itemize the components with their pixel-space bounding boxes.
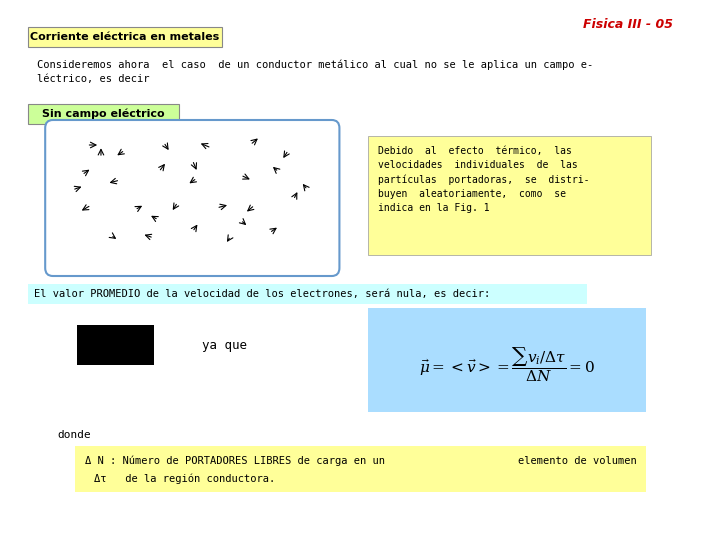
Text: donde: donde — [58, 430, 91, 440]
FancyBboxPatch shape — [28, 104, 179, 124]
Text: Δτ   de la región conductora.: Δτ de la región conductora. — [94, 474, 276, 484]
Text: Corriente eléctrica en metales: Corriente eléctrica en metales — [30, 32, 220, 42]
FancyBboxPatch shape — [75, 446, 646, 492]
Text: Consideremos ahora  el caso  de un conductor metálico al cual no se le aplica un: Consideremos ahora el caso de un conduct… — [37, 60, 593, 84]
FancyBboxPatch shape — [28, 284, 588, 304]
Text: Sin campo eléctrico: Sin campo eléctrico — [42, 109, 165, 119]
Text: El valor PROMEDIO de la velocidad de los electrones, será nula, es decir:: El valor PROMEDIO de la velocidad de los… — [34, 289, 490, 299]
FancyBboxPatch shape — [368, 308, 646, 412]
FancyBboxPatch shape — [368, 136, 651, 255]
FancyBboxPatch shape — [28, 27, 222, 47]
FancyBboxPatch shape — [45, 120, 339, 276]
Text: elemento de volumen: elemento de volumen — [518, 456, 636, 466]
Text: Δ N : Número de PORTADORES LIBRES de carga en un: Δ N : Número de PORTADORES LIBRES de car… — [85, 456, 384, 467]
Text: ya que: ya que — [202, 339, 247, 352]
Text: Debido  al  efecto  térmico,  las
velocidades  individuales  de  las
partículas : Debido al efecto térmico, las velocidade… — [378, 146, 590, 213]
Text: Fisica III - 05: Fisica III - 05 — [583, 18, 673, 31]
FancyBboxPatch shape — [77, 325, 154, 365]
Text: $\vec{\mu} = <\vec{v}> = \dfrac{\sum v_i / \Delta\tau}{\Delta N} = 0$: $\vec{\mu} = <\vec{v}> = \dfrac{\sum v_i… — [419, 346, 595, 384]
